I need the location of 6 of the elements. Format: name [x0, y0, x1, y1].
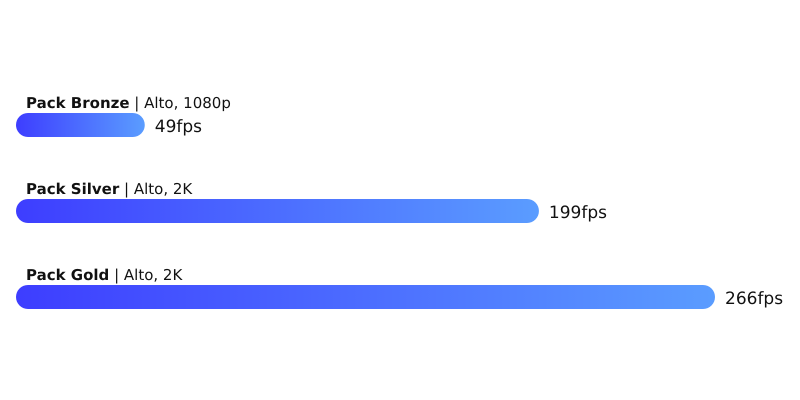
y-tick-label: Pack Gold | Alto, 2K [26, 266, 184, 284]
data-label: 199fps [548, 203, 608, 223]
y-tick-label: Pack Bronze | Alto, 1080p [26, 94, 231, 112]
data-label: 49fps [154, 117, 202, 137]
data-label: 266fps [725, 289, 784, 309]
y-tick-label: Pack Silver | Alto, 2K [26, 180, 194, 198]
